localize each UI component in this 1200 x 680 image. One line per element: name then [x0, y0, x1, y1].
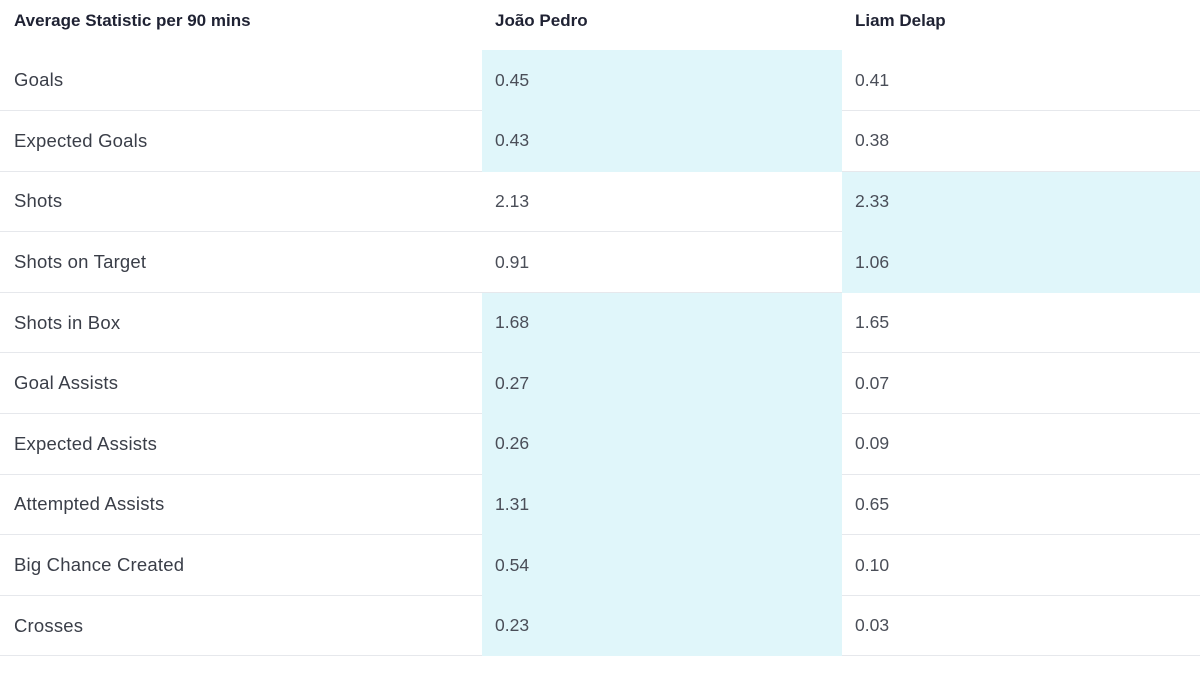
- stat-value-liam-delap: 0.09: [842, 413, 1200, 475]
- stat-value-joao-pedro: 0.23: [482, 595, 842, 657]
- table-row: Goals 0.45 0.41: [0, 50, 1200, 112]
- stat-value-joao-pedro: 0.91: [482, 231, 842, 293]
- stat-label: Big Chance Created: [0, 534, 482, 596]
- stat-value-joao-pedro: 0.54: [482, 534, 842, 596]
- stat-value-joao-pedro: 0.27: [482, 352, 842, 415]
- table-header: Average Statistic per 90 mins João Pedro…: [0, 0, 1200, 50]
- stat-value-liam-delap: 1.65: [842, 292, 1200, 354]
- table-row: Expected Assists 0.26 0.09: [0, 413, 1200, 475]
- stat-value-joao-pedro: 1.31: [482, 474, 842, 536]
- player-column-header-liam-delap: Liam Delap: [855, 11, 946, 30]
- stats-comparison-table: Average Statistic per 90 mins João Pedro…: [0, 0, 1200, 657]
- stat-label: Goal Assists: [0, 352, 482, 415]
- stat-label: Attempted Assists: [0, 474, 482, 536]
- stat-value-joao-pedro: 2.13: [482, 171, 842, 233]
- table-row: Shots in Box 1.68 1.65: [0, 292, 1200, 354]
- stat-value-liam-delap: 0.38: [842, 110, 1200, 172]
- stat-value-liam-delap: 0.07: [842, 352, 1200, 415]
- stat-value-liam-delap: 1.06: [842, 231, 1200, 293]
- stat-label: Shots in Box: [0, 292, 482, 354]
- stat-column-header: Average Statistic per 90 mins: [14, 11, 251, 30]
- stat-label: Goals: [0, 50, 482, 112]
- stat-label: Crosses: [0, 595, 482, 657]
- stat-label: Shots: [0, 171, 482, 233]
- table-row: Attempted Assists 1.31 0.65: [0, 474, 1200, 536]
- table-row: Shots on Target 0.91 1.06: [0, 231, 1200, 293]
- table-row: Big Chance Created 0.54 0.10: [0, 534, 1200, 596]
- table-row: Crosses 0.23 0.03: [0, 595, 1200, 657]
- table-row: Goal Assists 0.27 0.07: [0, 352, 1200, 415]
- stat-label: Shots on Target: [0, 231, 482, 293]
- stat-label: Expected Goals: [0, 110, 482, 172]
- stat-value-liam-delap: 2.33: [842, 171, 1200, 233]
- stat-value-liam-delap: 0.03: [842, 595, 1200, 657]
- stat-value-joao-pedro: 1.68: [482, 292, 842, 354]
- header-row: Average Statistic per 90 mins João Pedro…: [0, 0, 1200, 50]
- stat-value-liam-delap: 0.65: [842, 474, 1200, 536]
- table-row: Shots 2.13 2.33: [0, 171, 1200, 233]
- stat-value-joao-pedro: 0.45: [482, 50, 842, 112]
- table-row: Expected Goals 0.43 0.38: [0, 110, 1200, 172]
- stat-label: Expected Assists: [0, 413, 482, 475]
- table-body: Goals 0.45 0.41 Expected Goals 0.43 0.38 Shots…: [0, 50, 1200, 657]
- stat-value-joao-pedro: 0.43: [482, 110, 842, 172]
- stat-value-liam-delap: 0.10: [842, 534, 1200, 596]
- stat-value-joao-pedro: 0.26: [482, 413, 842, 475]
- player-column-header-joao-pedro: João Pedro: [495, 11, 588, 30]
- stat-value-liam-delap: 0.41: [842, 50, 1200, 112]
